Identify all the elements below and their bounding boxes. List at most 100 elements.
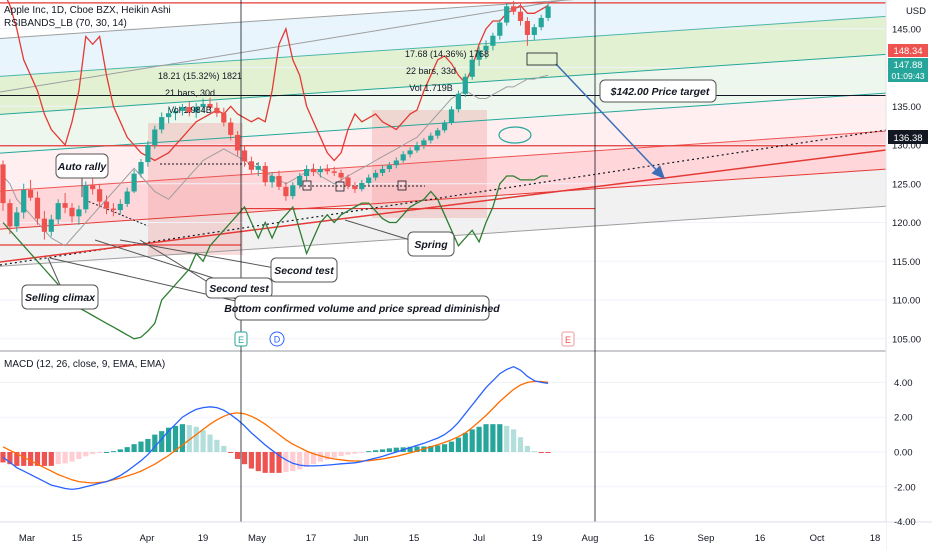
price-target-arrow <box>555 63 666 180</box>
candle-body <box>531 27 537 35</box>
price-tick-label: 120.00 <box>892 218 921 229</box>
time-tick-label: 15 <box>72 533 83 544</box>
candle-body <box>538 17 544 28</box>
macd-hist-bar <box>179 424 185 452</box>
macd-hist-bar <box>407 446 413 452</box>
time-tick-label: Oct <box>810 533 825 544</box>
candle-body <box>21 189 27 213</box>
candle-body <box>110 208 116 211</box>
price-axis[interactable] <box>886 0 932 522</box>
fib-line <box>0 130 887 192</box>
macd-hist-bar <box>297 452 303 470</box>
indicator-title[interactable]: RSIBANDS_LB (70, 30, 14) <box>4 18 127 29</box>
macd-hist-bar <box>366 451 372 453</box>
macd-ticks: 4.00 2.00 0.00 -2.00 -4.00 <box>894 378 916 528</box>
macd-title[interactable]: MACD (12, 26, close, 9, EMA, EMA) <box>4 359 165 370</box>
label-selling-climax[interactable]: Selling climax <box>21 284 99 310</box>
candle-body <box>152 129 158 145</box>
svg-text:147.88: 147.88 <box>893 60 922 71</box>
candle-body <box>545 6 551 18</box>
mini-box-1 <box>302 180 312 191</box>
macd-hist-bar <box>442 444 448 452</box>
macd-hist-bar <box>159 431 165 452</box>
macd-tick-label: 4.00 <box>894 378 913 389</box>
candle-body <box>62 203 68 208</box>
chart-title[interactable]: Apple Inc, 1D, Cboe BZX, Heikin Ashi <box>4 5 171 16</box>
candle-body <box>352 186 358 190</box>
macd-hist-bar <box>304 452 310 467</box>
label-bottom-confirmed[interactable]: Bottom confirmed volume and price spread… <box>224 295 500 321</box>
macd-hist-bar <box>448 441 455 452</box>
callout-line-climax <box>47 257 61 286</box>
macd-signal-line <box>2 380 549 484</box>
trend-red-line <box>0 149 887 263</box>
candle-body <box>179 107 185 111</box>
auto-rally-dotted <box>84 199 149 227</box>
macd-hist-bar <box>228 452 234 453</box>
time-tick-label: 19 <box>198 533 209 544</box>
candle-body <box>269 176 275 183</box>
macd-hist-bar <box>172 425 179 452</box>
macd-hist-bar <box>490 424 496 452</box>
price-tag-last: 147.88 01:09:43 <box>888 58 928 82</box>
measure-top-change: 17.68 (14.36%) 1768 <box>405 49 489 59</box>
candle-body <box>483 45 489 51</box>
label-auto-rally[interactable]: Auto rally <box>55 153 109 179</box>
macd-hist-bar <box>462 432 468 452</box>
candle-body <box>255 165 261 170</box>
earnings-marker-1[interactable]: E <box>234 331 248 347</box>
svg-text:Second test: Second test <box>209 283 269 295</box>
macd-hist-bar <box>14 452 20 466</box>
candle-body <box>48 219 54 232</box>
candle-body <box>172 110 179 114</box>
price-tag-cursor: 136.38 <box>888 130 928 144</box>
label-second-test-2[interactable]: Second test <box>205 277 273 299</box>
price-tick-label: 145.00 <box>892 24 921 35</box>
measure-left-bars: 21 bars, 30d <box>165 88 215 98</box>
macd-hist-bar <box>255 452 261 472</box>
svg-text:148.34: 148.34 <box>893 46 922 57</box>
macd-hist-bar <box>379 449 386 452</box>
macd-hist-bar <box>131 444 137 452</box>
candle-body <box>386 165 392 170</box>
time-tick-label: Sep <box>698 533 715 544</box>
candle-body <box>290 185 296 197</box>
candle-body <box>517 11 524 21</box>
label-price-target[interactable]: $142.00 Price target <box>599 79 717 103</box>
candle-body <box>524 21 530 35</box>
macd-hist-bar <box>97 452 103 453</box>
candle-body <box>97 189 103 202</box>
candle-body <box>14 212 20 227</box>
candle-body <box>331 171 337 173</box>
fib-band <box>0 93 886 192</box>
macd-lines <box>2 365 549 491</box>
macd-hist-bar <box>76 452 82 459</box>
macd-hist-bar <box>345 452 351 455</box>
candle-body <box>28 189 34 198</box>
macd-hist-bar <box>145 438 151 452</box>
fib-band <box>0 0 886 77</box>
candle-body <box>504 6 510 23</box>
candle-body <box>41 218 47 232</box>
time-tick-label: Jun <box>353 533 368 544</box>
time-axis[interactable] <box>0 522 886 550</box>
macd-hist-bar <box>310 452 317 465</box>
macd-hist-bar <box>428 445 434 452</box>
candles[interactable] <box>0 0 551 240</box>
candle-body <box>511 6 517 12</box>
candle-body <box>117 203 123 211</box>
price-tick-label: 130.00 <box>892 141 921 152</box>
dividend-marker[interactable]: D <box>269 331 285 347</box>
highlight-ellipse <box>498 126 532 144</box>
candle-body <box>186 107 192 113</box>
label-second-test-1[interactable]: Second test <box>270 257 338 283</box>
candle-body <box>207 103 213 108</box>
candle-body <box>69 207 75 217</box>
candle-body <box>124 191 130 204</box>
svg-text:136.38: 136.38 <box>893 133 922 144</box>
time-tick-label: Mar <box>19 533 35 544</box>
earnings-marker-2[interactable]: E <box>561 331 575 347</box>
label-spring[interactable]: Spring <box>407 231 455 257</box>
